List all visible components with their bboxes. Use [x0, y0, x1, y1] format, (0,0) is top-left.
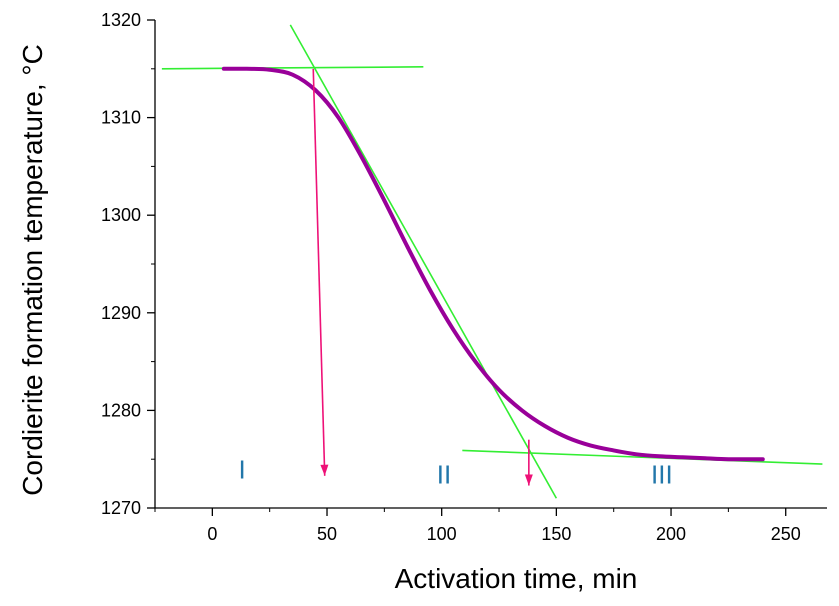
y-tick-label: 1280 [101, 400, 141, 420]
series-line [221, 66, 765, 462]
y-tick-label: 1290 [101, 303, 141, 323]
x-tick-label: 200 [656, 524, 686, 544]
y-tick-label: 1310 [101, 108, 141, 128]
arrow-line [312, 68, 326, 476]
tangent-line [462, 449, 823, 465]
y-tick-label: 1320 [101, 10, 141, 30]
region-label: III [651, 460, 673, 490]
x-tick-label: 100 [427, 524, 457, 544]
tangent-line [289, 24, 558, 499]
x-tick-label: 50 [317, 524, 337, 544]
annotations: I II III [239, 455, 673, 490]
axes [154, 20, 827, 509]
y-tick-label: 1270 [101, 498, 141, 518]
region-label: I [239, 455, 246, 485]
plot-area [161, 24, 823, 499]
region-label: II [437, 460, 451, 490]
tangent-line [161, 66, 424, 70]
y-tick-label: 1300 [101, 205, 141, 225]
x-tick-label: 0 [207, 524, 217, 544]
x-tick-label: 250 [771, 524, 801, 544]
arrow-head [524, 474, 533, 486]
ticks: 1270 1280 1290 1300 1310 1320 0 50 100 150 200 250 [101, 10, 801, 544]
x-tick-label: 150 [541, 524, 571, 544]
y-axis-title: Cordierite formation temperature, °C [17, 44, 48, 496]
x-axis-title: Activation time, min [395, 563, 638, 594]
arrow-head [320, 464, 329, 476]
